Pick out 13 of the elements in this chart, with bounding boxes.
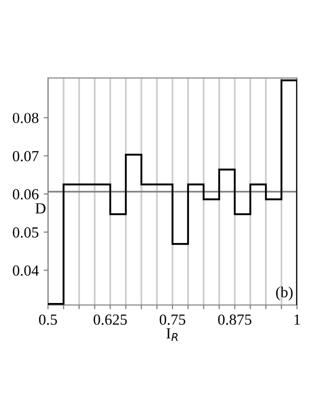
x-tick-label: 0.5 [39,314,57,325]
y-axis-title: D [35,203,46,214]
x-axis-title: I$_{R}$ [166,328,178,341]
y-tick-label: 0.05 [12,227,38,238]
x-tick-label: 0.625 [94,314,127,325]
annotation: (b) [276,286,293,300]
x-tick-label: 0.875 [218,314,252,325]
x-tick-label: 0.75 [160,314,186,325]
x-tick-label: 1 [294,314,300,325]
y-tick-label: 0.04 [12,265,39,276]
y-tick-label: 0.08 [12,112,38,124]
y-tick-label: 0.07 [12,150,39,162]
y-tick-label: 0.06 [12,189,39,200]
